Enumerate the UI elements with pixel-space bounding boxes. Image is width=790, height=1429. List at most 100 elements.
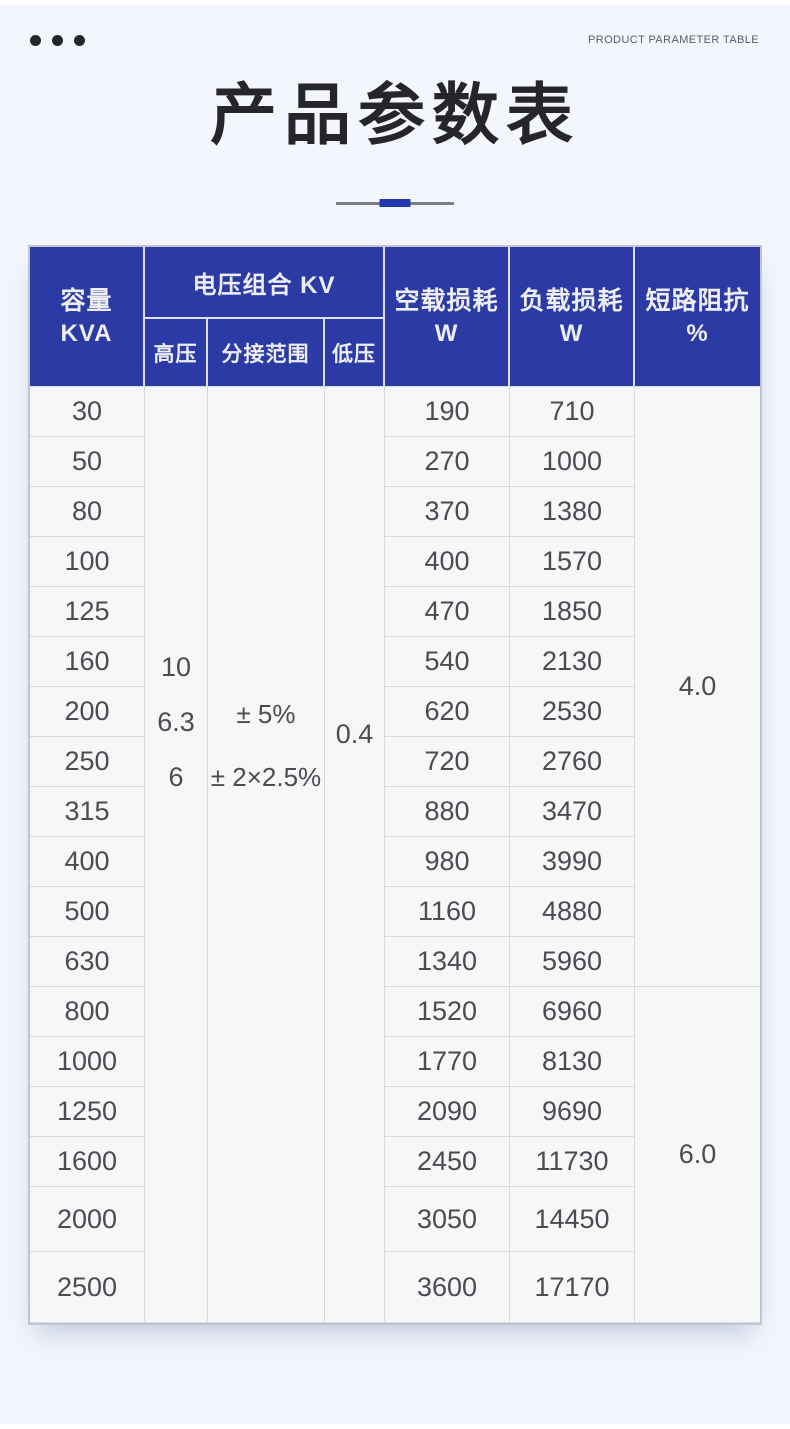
capacity-cell: 1000 — [29, 1037, 145, 1087]
divider-accent — [379, 199, 411, 207]
no-load-loss-cell: 540 — [385, 637, 511, 687]
no-load-loss-cell: 720 — [385, 737, 511, 787]
table-row: 160 540 2130 — [29, 637, 760, 687]
load-loss-cell: 11730 — [510, 1137, 636, 1187]
table-row: 50 270 1000 — [29, 437, 760, 487]
no-load-loss-cell: 880 — [385, 787, 511, 837]
capacity-cell: 250 — [29, 737, 145, 787]
top-edge-strip — [0, 0, 790, 5]
header-impedance-unit: % — [686, 319, 709, 347]
capacity-cell: 2000 — [29, 1187, 145, 1252]
dot-icon — [30, 34, 41, 46]
load-loss-cell: 4880 — [510, 887, 636, 937]
bottom-edge-strip — [0, 1424, 790, 1429]
header-no-load-loss: 空载损耗 W — [385, 247, 511, 387]
table-header: 容量 KVA 电压组合 KV 空载损耗 W 负载损耗 W 短路阻抗 % 高 — [29, 247, 761, 387]
load-loss-cell: 3990 — [510, 837, 636, 887]
table-row: 800 1520 6960 6.0 — [29, 987, 761, 1323]
parameters-table: 容量 KVA 电压组合 KV 空载损耗 W 负载损耗 W 短路阻抗 % 高 — [27, 245, 763, 1325]
capacity-cell: 30 — [29, 387, 145, 437]
header-capacity: 容量 KVA — [29, 247, 145, 387]
load-loss-cell: 1570 — [510, 537, 636, 587]
load-loss-cell: 2130 — [510, 637, 636, 687]
load-loss-cell: 9690 — [510, 1087, 636, 1137]
header-impedance-label: 短路阻抗 — [645, 286, 750, 315]
load-loss-cell: 3470 — [510, 787, 636, 837]
low-voltage-value: 0.4 — [335, 719, 374, 749]
impedance-group-cell: 4.0 — [635, 387, 761, 987]
load-loss-cell: 710 — [510, 387, 636, 437]
header-load-loss: 负载损耗 W — [510, 247, 636, 387]
no-load-loss-cell: 400 — [385, 537, 511, 587]
capacity-cell: 80 — [29, 487, 145, 537]
table-body: 30 10 6.3 6 ± 5% ± 2×2.5% 0. — [29, 387, 761, 1323]
header-low-voltage: 低压 — [324, 319, 386, 387]
load-loss-cell: 5960 — [510, 937, 636, 987]
tap-range-merged-cell: ± 5% ± 2×2.5% — [207, 387, 325, 1323]
low-voltage-merged-cell: 0.4 — [324, 387, 386, 1323]
table-row: 630 1340 5960 — [29, 937, 760, 987]
impedance-group-cell: 6.0 — [635, 987, 761, 1323]
table-row: 315 880 3470 — [29, 787, 760, 837]
header-capacity-unit: KVA — [60, 319, 113, 347]
capacity-cell: 50 — [29, 437, 145, 487]
no-load-loss-cell: 1160 — [385, 887, 511, 937]
dot-icon — [52, 34, 63, 46]
no-load-loss-cell: 1340 — [385, 937, 511, 987]
load-loss-cell: 17170 — [510, 1252, 636, 1323]
tap-range-value: ± 2×2.5% — [210, 762, 322, 792]
capacity-cell: 800 — [29, 987, 145, 1037]
table-row: 100 400 1570 — [29, 537, 760, 587]
high-voltage-value: 6 — [168, 762, 184, 792]
capacity-cell: 1250 — [29, 1087, 145, 1137]
load-loss-cell: 2530 — [510, 687, 636, 737]
capacity-cell: 630 — [29, 937, 145, 987]
no-load-loss-cell: 620 — [385, 687, 511, 737]
high-voltage-merged-cell: 10 6.3 6 — [144, 387, 208, 1323]
header-load-loss-label: 负载损耗 — [519, 286, 624, 315]
capacity-cell: 125 — [29, 587, 145, 637]
title-divider — [336, 199, 454, 207]
table-row: 125 470 1850 — [29, 587, 760, 637]
load-loss-cell: 6960 — [510, 987, 636, 1037]
capacity-cell: 160 — [29, 637, 145, 687]
table-row: 500 1160 4880 — [29, 887, 760, 937]
load-loss-cell: 1000 — [510, 437, 636, 487]
load-loss-cell: 14450 — [510, 1187, 636, 1252]
capacity-cell: 1600 — [29, 1137, 145, 1187]
table-row: 30 10 6.3 6 ± 5% ± 2×2.5% 0. — [29, 387, 761, 1323]
table-row: 1600 2450 11730 — [29, 1137, 760, 1187]
no-load-loss-cell: 2450 — [385, 1137, 511, 1187]
load-loss-cell: 8130 — [510, 1037, 636, 1087]
no-load-loss-cell: 370 — [385, 487, 511, 537]
header-tap-range: 分接范围 — [207, 319, 325, 387]
table-row: 1250 2090 9690 — [29, 1087, 760, 1137]
tap-range-value: ± 5% — [236, 699, 296, 729]
dot-icon — [74, 34, 85, 46]
capacity-cell: 200 — [29, 687, 145, 737]
header-high-voltage: 高压 — [144, 319, 208, 387]
table-row: 2500 3600 17170 — [29, 1252, 760, 1323]
table-row: 1000 1770 8130 — [29, 1037, 760, 1087]
high-voltage-value: 10 — [160, 652, 191, 682]
capacity-cell: 400 — [29, 837, 145, 887]
table-row: 250 720 2760 — [29, 737, 760, 787]
no-load-loss-cell: 980 — [385, 837, 511, 887]
no-load-loss-cell: 3600 — [385, 1252, 511, 1323]
table-row: 200 620 2530 — [29, 687, 760, 737]
no-load-loss-cell: 1520 — [385, 987, 511, 1037]
header-voltage-combo: 电压组合 KV — [144, 247, 386, 319]
header-impedance: 短路阻抗 % — [635, 247, 761, 387]
high-voltage-value: 6.3 — [157, 707, 195, 737]
capacity-cell: 100 — [29, 537, 145, 587]
decorative-dots-icon — [30, 34, 85, 46]
header-caption: PRODUCT PARAMETER TABLE — [588, 34, 759, 46]
header-load-loss-unit: W — [559, 319, 584, 347]
no-load-loss-cell: 3050 — [385, 1187, 511, 1252]
capacity-cell: 2500 — [29, 1252, 145, 1323]
capacity-cell: 315 — [29, 787, 145, 837]
load-loss-cell: 1850 — [510, 587, 636, 637]
no-load-loss-cell: 470 — [385, 587, 511, 637]
capacity-cell: 500 — [29, 887, 145, 937]
